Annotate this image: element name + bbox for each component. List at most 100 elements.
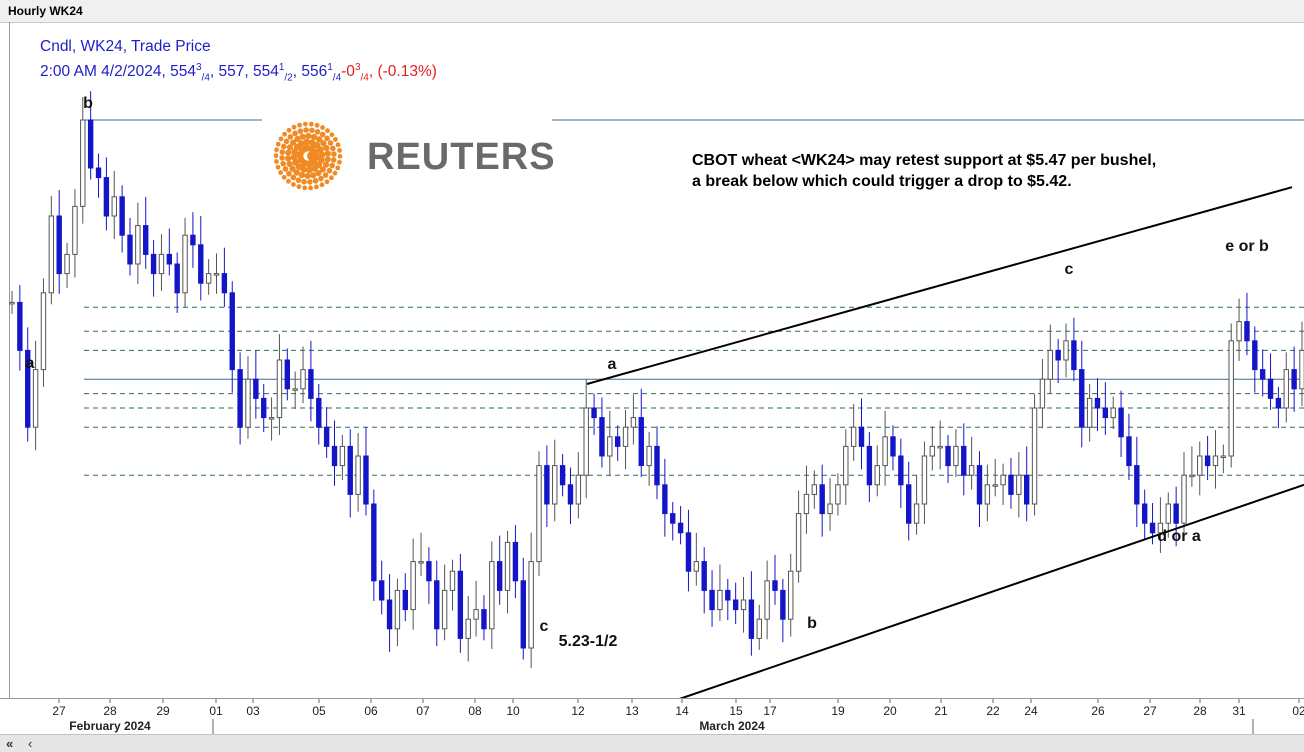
scroll-to-start-icon[interactable]: «	[6, 736, 14, 751]
x-axis[interactable]: 27 28 29 01 03 05 06 07 08 10 12 13 14 15 17 19 20 21 22 24…	[0, 698, 1304, 735]
scroll-left-icon[interactable]: ‹	[28, 736, 33, 751]
candle-body	[355, 455, 361, 495]
logo-dot	[319, 182, 325, 188]
candle-body	[135, 225, 141, 265]
candle-body	[1039, 378, 1046, 409]
wave-label: c	[540, 618, 549, 635]
logo-dot	[279, 149, 286, 155]
candle-body	[945, 445, 951, 467]
candle-body	[300, 369, 306, 390]
candle-body	[347, 445, 353, 495]
candle-body	[64, 253, 70, 275]
wave-label: a	[608, 356, 617, 373]
legend-high-low: , 557, 554	[209, 63, 279, 81]
candle-body	[528, 561, 534, 649]
legend-open-frac-den: /4	[201, 72, 210, 84]
chart-scrollbar[interactable]: « ‹	[0, 734, 1304, 752]
logo-dot	[312, 178, 319, 184]
logo-dot	[305, 166, 313, 174]
logo-dot	[286, 160, 293, 168]
candle-body	[614, 436, 621, 447]
candle-body	[394, 589, 401, 630]
chart-frame	[9, 22, 1304, 698]
logo-dot	[275, 141, 281, 147]
candle-body	[646, 445, 652, 467]
logo-dot	[286, 170, 292, 177]
candle-body	[929, 445, 936, 457]
x-tick-label: 01	[209, 704, 223, 718]
x-tick-label: 28	[103, 704, 117, 718]
x-tick-label: 31	[1232, 704, 1246, 718]
candle-body	[1267, 378, 1274, 399]
candle-body	[1283, 369, 1289, 409]
candle-body	[111, 196, 117, 217]
candle-body	[725, 589, 731, 601]
candle-body	[740, 599, 747, 611]
logo-dot	[336, 159, 342, 165]
logo-dot	[320, 140, 327, 147]
candle-body	[1149, 522, 1156, 534]
candle-body	[968, 465, 975, 476]
x-tick-label: 22	[986, 704, 1000, 718]
legend-change-sep: ,	[368, 63, 374, 81]
logo-dot	[302, 121, 308, 127]
candle-body	[520, 580, 526, 649]
legend-date-open: 2:00 AM 4/2/2024, 554	[40, 63, 196, 81]
candle-body	[174, 263, 180, 294]
legend-series-line: Cndl, WK24, Trade Price	[40, 38, 211, 55]
logo-dot	[273, 153, 279, 159]
candle-body	[1228, 340, 1234, 457]
candle-body	[544, 465, 550, 505]
candle-body	[261, 397, 267, 419]
x-month-label: March 2024	[699, 719, 765, 733]
x-tick-label: 08	[468, 704, 482, 718]
candle-body	[1079, 369, 1085, 428]
logo-dot	[305, 132, 312, 140]
candle-body	[701, 561, 707, 591]
candle-body	[56, 215, 62, 275]
logo-dot	[298, 140, 305, 148]
logo-dot	[297, 128, 304, 134]
candle-body	[402, 589, 408, 611]
logo-dot	[316, 146, 324, 153]
reuters-logo-dots-icon	[273, 121, 343, 191]
logo-dot	[301, 178, 307, 185]
logo-dot	[337, 148, 342, 153]
logo-dot	[290, 174, 297, 181]
window-title: Hourly WK24	[8, 4, 83, 18]
logo-dot	[337, 153, 343, 159]
annotation-line-2: a break below which could trigger a drop…	[692, 173, 1072, 190]
candle-body	[638, 417, 644, 467]
logo-dot	[329, 162, 335, 169]
logo-dot	[319, 131, 326, 138]
logo-dot	[320, 125, 325, 130]
candle-body	[1094, 397, 1101, 409]
legend-change: -0	[341, 63, 355, 81]
legend-open-frac-num: 3	[195, 62, 202, 73]
candle-body	[583, 407, 589, 476]
candle-body	[441, 589, 448, 630]
candle-body	[496, 561, 503, 591]
logo-dot	[292, 130, 298, 137]
logo-dot	[310, 133, 318, 141]
candle-body	[150, 253, 157, 275]
candle-body	[198, 244, 204, 284]
logo-dot	[318, 175, 324, 182]
logo-dot	[291, 182, 296, 187]
logo-dot	[295, 177, 302, 183]
candle-body	[331, 445, 338, 467]
candle-body	[213, 273, 220, 276]
candle-body	[253, 378, 259, 399]
x-tick-label: 19	[831, 704, 845, 718]
candle-body	[205, 273, 212, 284]
candle-body	[1204, 455, 1211, 467]
candle-body	[748, 599, 755, 639]
candle-body	[80, 119, 86, 207]
candle-body	[654, 445, 660, 486]
candle-body	[953, 445, 959, 467]
x-tick-label: 29	[156, 704, 170, 718]
logo-dot	[329, 175, 334, 181]
x-tick-label: 06	[364, 704, 378, 718]
candle-body	[795, 513, 802, 572]
